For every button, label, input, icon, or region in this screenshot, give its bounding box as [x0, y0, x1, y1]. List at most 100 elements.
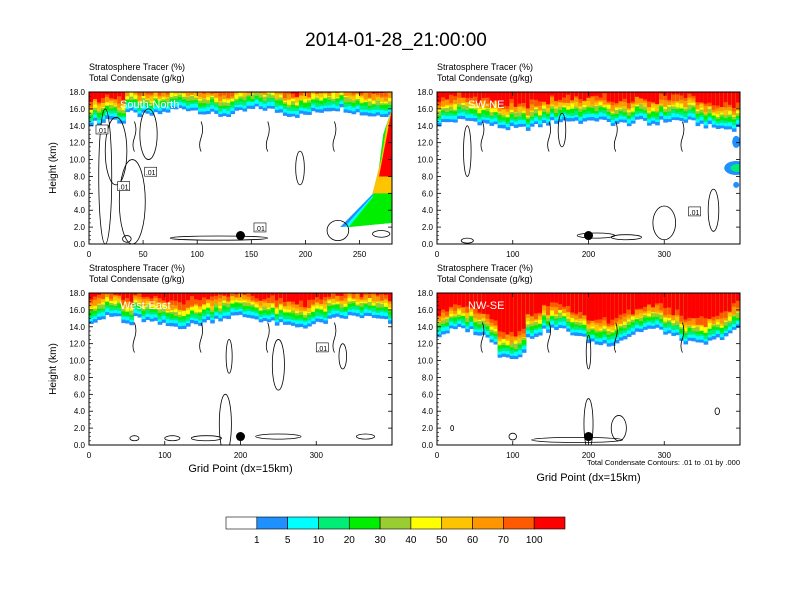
- contour-label-box: [316, 342, 329, 353]
- colorbar-label: 30: [375, 535, 387, 546]
- contour-streak-4: [332, 322, 337, 353]
- y-tick-label: 8.0: [74, 373, 86, 382]
- contour-streak-2: [199, 121, 204, 152]
- y-tick-label: 6.0: [422, 189, 434, 198]
- colorbar-swatch: [225, 516, 258, 530]
- y-tick-label: 8.0: [74, 172, 86, 181]
- x-tick-label: 200: [582, 451, 596, 460]
- contour-line-9: [122, 235, 132, 243]
- y-tick-label: 12.0: [417, 340, 433, 349]
- y-tick-label: 18.0: [69, 289, 85, 298]
- y-tick-label: 14.0: [417, 323, 433, 332]
- contour-label: .01: [97, 128, 107, 135]
- colorbar-swatch: [318, 516, 350, 530]
- y-tick-label: 2.0: [422, 223, 434, 232]
- y-tick-label: 0.0: [74, 441, 86, 450]
- colorbar-swatch: [441, 516, 473, 530]
- y-tick-label: 0.0: [422, 441, 434, 450]
- x-tick-label: 0: [87, 451, 92, 460]
- location-marker: [584, 432, 593, 442]
- y-tick-label: 10.0: [69, 357, 85, 366]
- contour-streak-3: [613, 121, 618, 152]
- y-tick-label: 16.0: [417, 105, 433, 114]
- contour-line-3: [139, 108, 158, 160]
- contour-line-4: [218, 393, 232, 445]
- x-tick-label: 300: [658, 250, 672, 259]
- contour-line-1: [610, 415, 627, 442]
- y-tick-label: 12.0: [69, 139, 85, 148]
- y-tick-label: 18.0: [417, 88, 433, 97]
- y-tick-label: 14.0: [69, 122, 85, 131]
- y-tick-label: 10.0: [417, 357, 433, 366]
- contour-line-1: [225, 339, 233, 374]
- x-tick-label: 0: [435, 451, 440, 460]
- location-marker: [236, 432, 245, 442]
- tracer-field: .01: [437, 92, 740, 244]
- tracer-field: .01 .01 .01 .01: [89, 92, 392, 244]
- contour-line-3: [585, 334, 592, 370]
- condensate-contours: [98, 108, 391, 244]
- contour-line-5: [508, 432, 517, 441]
- contour-label-box: [688, 206, 701, 217]
- contour-line-5: [190, 435, 222, 442]
- y-axis-label: Height (km): [48, 343, 59, 395]
- y-tick-label: 4.0: [74, 407, 86, 416]
- contour-label: .01: [690, 210, 700, 217]
- condensate-contours: [460, 112, 720, 244]
- y-tick-label: 4.0: [74, 206, 86, 215]
- colorbar-swatch: [256, 516, 288, 530]
- contour-footnote: Total Condensate Contours: .01 to .01 by…: [587, 458, 740, 467]
- contour-streak-3: [265, 322, 270, 353]
- panel-label: SW-NE: [468, 99, 504, 111]
- contour-label-box: [117, 181, 130, 191]
- x-tick-label: 250: [353, 250, 367, 259]
- y-tick-label: 18.0: [417, 289, 433, 298]
- y-tick-label: 2.0: [74, 223, 86, 232]
- colorbar-swatch: [410, 516, 443, 530]
- colorbar-label: 70: [498, 535, 510, 546]
- panel-label: South-North: [120, 99, 179, 111]
- colorbar-label: 5: [285, 535, 291, 546]
- x-tick-label: 100: [158, 451, 172, 460]
- contour-line-7: [450, 425, 455, 432]
- contour-field-label: Total Condensate (g/kg): [437, 73, 533, 83]
- contour-line-5: [295, 150, 305, 186]
- contour-line-8: [129, 435, 140, 442]
- panel-1: .01 .01 .01 .01 0.0 2.0 4.0 6.0 8.0 10.0 12.0 14.0 1…: [48, 62, 393, 259]
- y-tick-label: 14.0: [69, 323, 85, 332]
- x-tick-label: 0: [435, 250, 440, 259]
- location-marker: [236, 231, 245, 241]
- contour-label-box: [253, 222, 267, 233]
- contour-streak-2: [547, 322, 552, 353]
- condensate-contours: [450, 322, 720, 445]
- colorbar-swatch: [379, 516, 412, 530]
- panel-4: 0.0 2.0 4.0 6.0 8.0 10.0 12.0 14.0 16.0 18.0 0 100 2…: [417, 263, 741, 484]
- x-tick-label: 200: [582, 250, 596, 259]
- y-tick-label: 6.0: [422, 390, 434, 399]
- y-tick-label: 16.0: [69, 105, 85, 114]
- y-tick-label: 8.0: [422, 373, 434, 382]
- y-tick-label: 2.0: [422, 424, 434, 433]
- colorbar-label: 1: [254, 535, 260, 546]
- colorbar-label: 20: [344, 535, 356, 546]
- colorbar-label: 100: [526, 535, 543, 546]
- contour-line-2: [104, 116, 128, 186]
- condensate-contours: [129, 322, 375, 445]
- x-tick-label: 300: [658, 451, 672, 460]
- contour-streak-4: [332, 121, 337, 152]
- contour-line-3: [338, 343, 347, 370]
- figure-title: 2014-01-28_21:00:00: [305, 30, 487, 51]
- colorbar-label: 60: [467, 535, 479, 546]
- contour-line-2: [583, 398, 594, 445]
- x-tick-label: 100: [191, 250, 205, 259]
- contour-streak-3: [265, 121, 270, 152]
- contour-label: .01: [146, 170, 156, 177]
- contour-label: .01: [255, 226, 265, 233]
- field-label: Stratosphere Tracer (%): [437, 263, 533, 273]
- y-tick-label: 8.0: [422, 172, 434, 181]
- contour-field-label: Total Condensate (g/kg): [89, 73, 185, 83]
- colorbar-swatch: [472, 516, 504, 530]
- panel-label: West-East: [120, 300, 171, 312]
- x-tick-label: 100: [506, 451, 520, 460]
